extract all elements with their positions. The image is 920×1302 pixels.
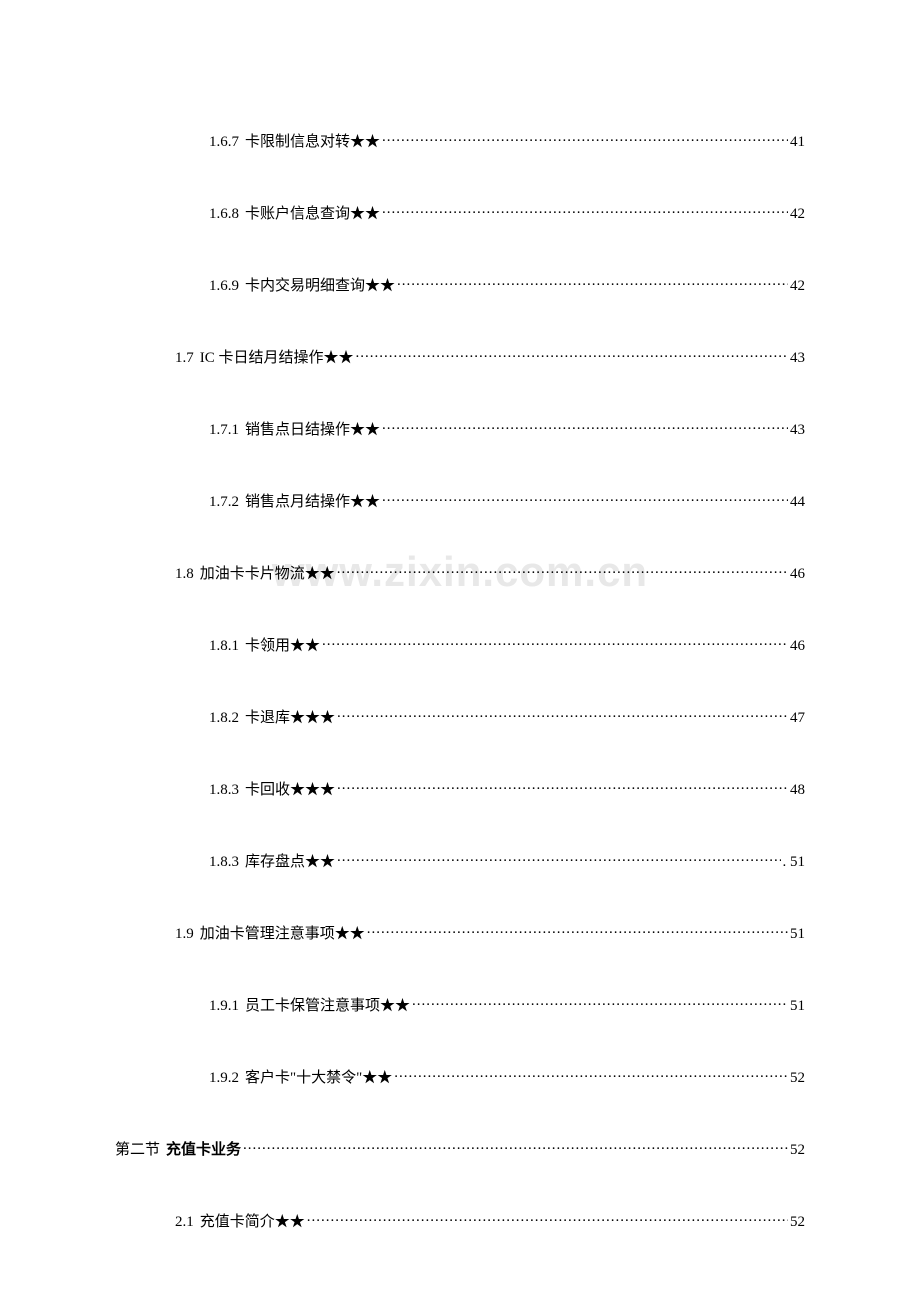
toc-label: 库存盘点★★: [245, 850, 335, 871]
toc-entry: 1.8.3 库存盘点★★ . 51: [115, 850, 805, 871]
toc-entry: 1.9 加油卡管理注意事项★★ 51: [115, 922, 805, 943]
toc-page-number: 51: [790, 998, 805, 1015]
toc-entry: 1.6.8 卡账户信息查询★★ 42: [115, 202, 805, 223]
toc-label: 卡限制信息对转★★: [245, 130, 380, 151]
toc-label: 卡内交易明细查询★★: [245, 274, 395, 295]
toc-section-number: 2.1: [175, 1214, 194, 1231]
toc-leader-dots: [382, 491, 788, 506]
toc-entry: 1.8 加油卡卡片物流★★ 46: [115, 562, 805, 583]
toc-section-number: 1.6.9: [209, 278, 239, 295]
toc-entry: 2.1 充值卡简介★★ 52: [115, 1210, 805, 1231]
toc-section-number: 1.7.1: [209, 422, 239, 439]
toc-section-number: 1.8: [175, 566, 194, 583]
toc-entry: 第二节 充值卡业务 52: [115, 1138, 805, 1159]
toc-page-number: 47: [790, 710, 805, 727]
toc-page-number: 42: [790, 278, 805, 295]
toc-entry: 1.6.9 卡内交易明细查询★★ 42: [115, 274, 805, 295]
toc-entry: 1.8.2 卡退库★★★ 47: [115, 706, 805, 727]
toc-leader-dots: [356, 347, 788, 362]
toc-leader-dots: [337, 563, 788, 578]
toc-leader-dots: [382, 419, 788, 434]
toc-label: 充值卡业务: [166, 1138, 241, 1159]
toc-page-number: 42: [790, 206, 805, 223]
toc-label: IC 卡日结月结操作★★: [200, 346, 354, 367]
toc-page-number: 46: [790, 638, 805, 655]
toc-page-number: 48: [790, 782, 805, 799]
toc-label: 卡回收★★★: [245, 778, 335, 799]
toc-page-number: 43: [790, 350, 805, 367]
toc-page-number: 51: [790, 926, 805, 943]
toc-entry: 1.6.7 卡限制信息对转★★ 41: [115, 130, 805, 151]
toc-leader-dots: [337, 779, 788, 794]
toc-section-number: 1.7: [175, 350, 194, 367]
toc-label: 员工卡保管注意事项★★: [245, 994, 410, 1015]
toc-section-number: 1.8.1: [209, 638, 239, 655]
toc-label: 客户卡"十大禁令"★★: [245, 1066, 392, 1087]
toc-section-number: 1.9.1: [209, 998, 239, 1015]
toc-leader-dots: [337, 851, 780, 866]
toc-section-number: 1.8.2: [209, 710, 239, 727]
toc-page-number: 52: [790, 1214, 805, 1231]
toc-leader-dots: [243, 1139, 788, 1154]
toc-leader-dots: [322, 635, 788, 650]
toc-entry: 1.9.1 员工卡保管注意事项★★ 51: [115, 994, 805, 1015]
toc-container: 1.6.7 卡限制信息对转★★ 41 1.6.8 卡账户信息查询★★ 42 1.6.9 卡内交…: [115, 130, 805, 1231]
toc-entry: 1.8.1 卡领用★★ 46: [115, 634, 805, 655]
toc-page-number: 43: [790, 422, 805, 439]
toc-entry: 1.9.2 客户卡"十大禁令"★★ 52: [115, 1066, 805, 1087]
toc-page-number: 52: [790, 1142, 805, 1159]
toc-leader-dots: [382, 203, 788, 218]
toc-entry: 1.7.2 销售点月结操作★★ 44: [115, 490, 805, 511]
toc-label: 卡退库★★★: [245, 706, 335, 727]
toc-label: 加油卡卡片物流★★: [200, 562, 335, 583]
toc-leader-dots: [307, 1211, 788, 1226]
toc-page-number: . 51: [783, 854, 806, 871]
toc-entry: 1.8.3 卡回收★★★ 48: [115, 778, 805, 799]
toc-page-number: 46: [790, 566, 805, 583]
toc-section-number: 1.6.7: [209, 134, 239, 151]
toc-label: 卡领用★★: [245, 634, 320, 655]
toc-label: 充值卡简介★★: [200, 1210, 305, 1231]
toc-section-number: 1.8.3: [209, 782, 239, 799]
toc-leader-dots: [397, 275, 788, 290]
toc-entry: 1.7.1 销售点日结操作★★ 43: [115, 418, 805, 439]
toc-section-number: 1.9.2: [209, 1070, 239, 1087]
toc-section-number: 1.7.2: [209, 494, 239, 511]
toc-section-number: 1.6.8: [209, 206, 239, 223]
toc-label: 卡账户信息查询★★: [245, 202, 380, 223]
toc-entry: 1.7 IC 卡日结月结操作★★ 43: [115, 346, 805, 367]
toc-leader-dots: [382, 131, 788, 146]
toc-label: 销售点月结操作★★: [245, 490, 380, 511]
toc-leader-dots: [337, 707, 788, 722]
toc-page-number: 44: [790, 494, 805, 511]
toc-page-number: 41: [790, 134, 805, 151]
toc-label: 销售点日结操作★★: [245, 418, 380, 439]
toc-leader-dots: [412, 995, 788, 1010]
toc-section-number: 1.9: [175, 926, 194, 943]
toc-section-number: 1.8.3: [209, 854, 239, 871]
toc-section-number: 第二节: [115, 1138, 160, 1159]
toc-label: 加油卡管理注意事项★★: [200, 922, 365, 943]
toc-page-number: 52: [790, 1070, 805, 1087]
toc-leader-dots: [394, 1067, 788, 1082]
toc-leader-dots: [367, 923, 788, 938]
